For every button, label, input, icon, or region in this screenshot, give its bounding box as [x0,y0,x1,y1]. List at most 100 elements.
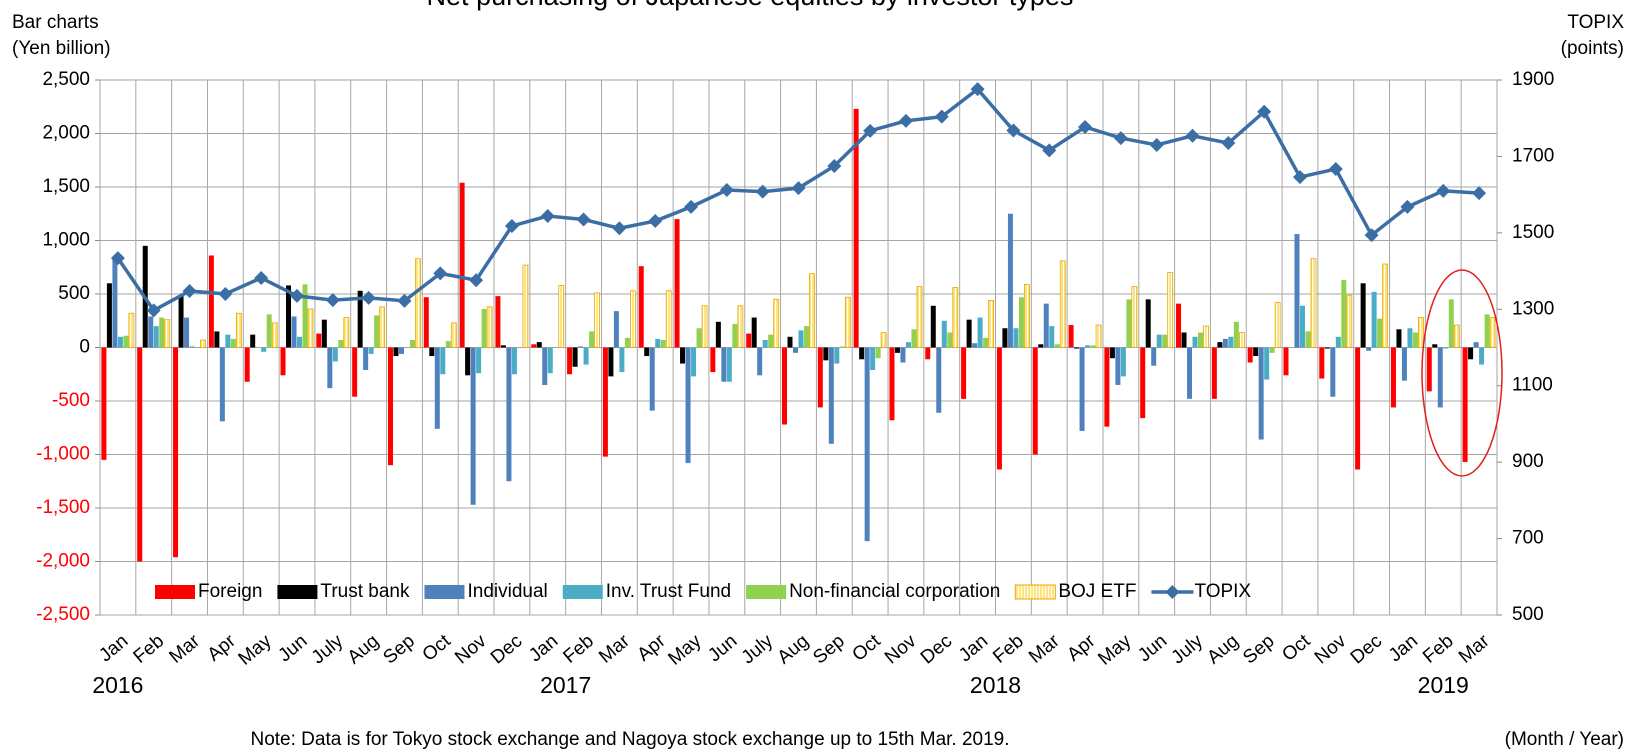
bar [751,317,757,348]
x-tick-label: July [1168,630,1208,668]
x-tick-label: May [1094,630,1135,669]
bar [936,347,942,413]
bar [1013,328,1019,348]
y2-tick-label: 1300 [1512,298,1554,319]
bar [558,285,565,348]
bar [1432,344,1438,348]
bar [737,305,744,348]
bar [1319,347,1325,379]
bar [415,258,421,348]
bar [1453,324,1460,348]
bar [674,219,680,348]
bar [1233,321,1239,348]
bar [1479,347,1485,365]
line-marker [1257,104,1272,119]
line-marker [612,221,627,236]
bar [853,108,859,348]
x-tick-label: May [235,630,276,669]
line-marker [1400,199,1415,214]
bar [1366,347,1372,351]
bar [101,347,107,460]
bar [1007,213,1013,348]
bar [685,347,691,464]
bar [696,328,702,348]
bar [762,340,768,348]
bar [1120,347,1126,377]
y-axis-label: (Yen billion) [12,38,111,59]
line-marker [970,82,985,97]
bar [900,347,906,363]
x-tick-label: Feb [559,631,598,668]
bar [1264,347,1270,380]
bar [184,317,190,348]
bar [644,347,650,357]
bar [445,341,451,348]
x-tick-label: Sep [1239,631,1278,669]
x-tick-label: Jun [274,631,311,667]
x-axis-label: (Month / Year) [1505,729,1624,750]
bar [773,298,780,348]
legend-label: Inv. Trust Fund [606,581,731,602]
bar [387,347,393,466]
bar [966,319,972,348]
bar [343,317,350,348]
bar [1217,342,1223,348]
line-marker [684,199,699,214]
bar [1238,332,1245,348]
footnote: Note: Data is for Tokyo stock exchange a… [250,729,1009,750]
bar [629,290,636,348]
line-marker [1113,131,1128,146]
bar [1176,303,1182,348]
y-tick-label: 0 [79,337,90,358]
line-marker [110,251,125,266]
legend-label: Trust bank [320,581,410,602]
bar [1448,299,1454,348]
bar [1079,347,1085,431]
bar [715,321,721,348]
bar [1258,347,1264,440]
bar [409,340,415,348]
x-tick-label: Mar [165,630,204,668]
bar [1412,332,1418,348]
line-marker [397,293,412,308]
bar [374,315,380,348]
x-tick-label: Feb [1419,631,1458,668]
legend-swatch [1165,585,1180,599]
x-tick-label: Jan [525,631,562,667]
bar [1054,344,1060,348]
bar [506,347,512,482]
y2-axis-label: TOPIX [1567,12,1624,33]
bar [117,336,123,348]
bar [988,300,995,348]
bar [701,305,708,348]
bar [511,347,517,375]
bar [655,338,661,348]
line-marker [934,109,949,124]
bar [1095,324,1102,348]
bar [1341,280,1347,348]
bar [1090,345,1096,348]
bar [271,322,278,348]
bar [952,287,959,348]
legend-label: Foreign [198,581,262,602]
bar [1390,347,1396,408]
line-marker [576,212,591,227]
y2-tick-label: 1500 [1512,222,1554,243]
line-marker [863,123,878,138]
year-label: 2019 [1418,672,1469,698]
bar [357,290,363,348]
line-marker [648,214,663,229]
line-marker [361,290,376,305]
x-tick-label: Aug [774,631,813,669]
bar [1377,318,1383,348]
bar [368,347,374,354]
bar [522,264,529,348]
bar [393,347,399,357]
bar [470,347,476,505]
bar [649,347,655,411]
bar [1187,347,1193,399]
bar [214,331,220,348]
bar [1024,283,1030,348]
bar [1462,347,1468,462]
